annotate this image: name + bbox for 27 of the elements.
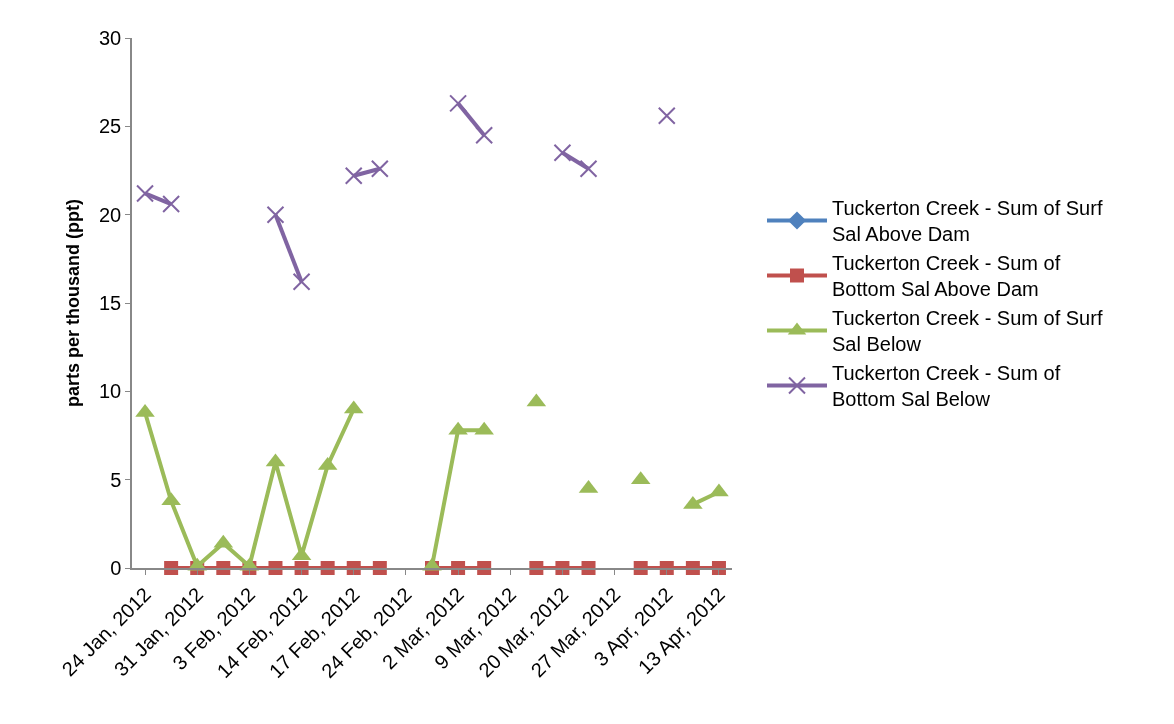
point bbox=[475, 126, 494, 145]
y-tick-label: 30 bbox=[99, 27, 122, 49]
point bbox=[344, 166, 363, 185]
y-tick-label: 0 bbox=[110, 557, 122, 579]
point bbox=[161, 492, 181, 506]
point bbox=[448, 421, 468, 435]
legend-label: Tuckerton Creek - Sum of Bottom Sal Above Dam bbox=[832, 252, 1061, 301]
legend-label: Tuckerton Creek - Sum of Bottom Sal Below bbox=[832, 362, 1061, 411]
y-tick-label: 5 bbox=[110, 468, 122, 491]
y-tick-label: 15 bbox=[99, 292, 122, 314]
legend-label: Tuckerton Creek - Sum of Surf Sal Above Dam bbox=[832, 197, 1103, 246]
point bbox=[657, 106, 676, 125]
point bbox=[292, 272, 311, 291]
point bbox=[266, 205, 285, 224]
point bbox=[449, 94, 468, 113]
y-axis-title: parts per thousand (ppt) bbox=[62, 199, 83, 407]
point bbox=[162, 195, 181, 214]
point bbox=[370, 159, 389, 178]
point bbox=[136, 184, 155, 203]
y-tick-label: 25 bbox=[99, 115, 122, 138]
y-tick-label: 10 bbox=[99, 380, 122, 403]
legend-label: Tuckerton Creek - Sum of Surf Sal Below bbox=[832, 307, 1103, 356]
point bbox=[553, 143, 572, 162]
y-tick-label: 20 bbox=[99, 203, 122, 226]
point bbox=[474, 421, 494, 435]
point bbox=[709, 483, 729, 497]
point bbox=[579, 159, 598, 178]
